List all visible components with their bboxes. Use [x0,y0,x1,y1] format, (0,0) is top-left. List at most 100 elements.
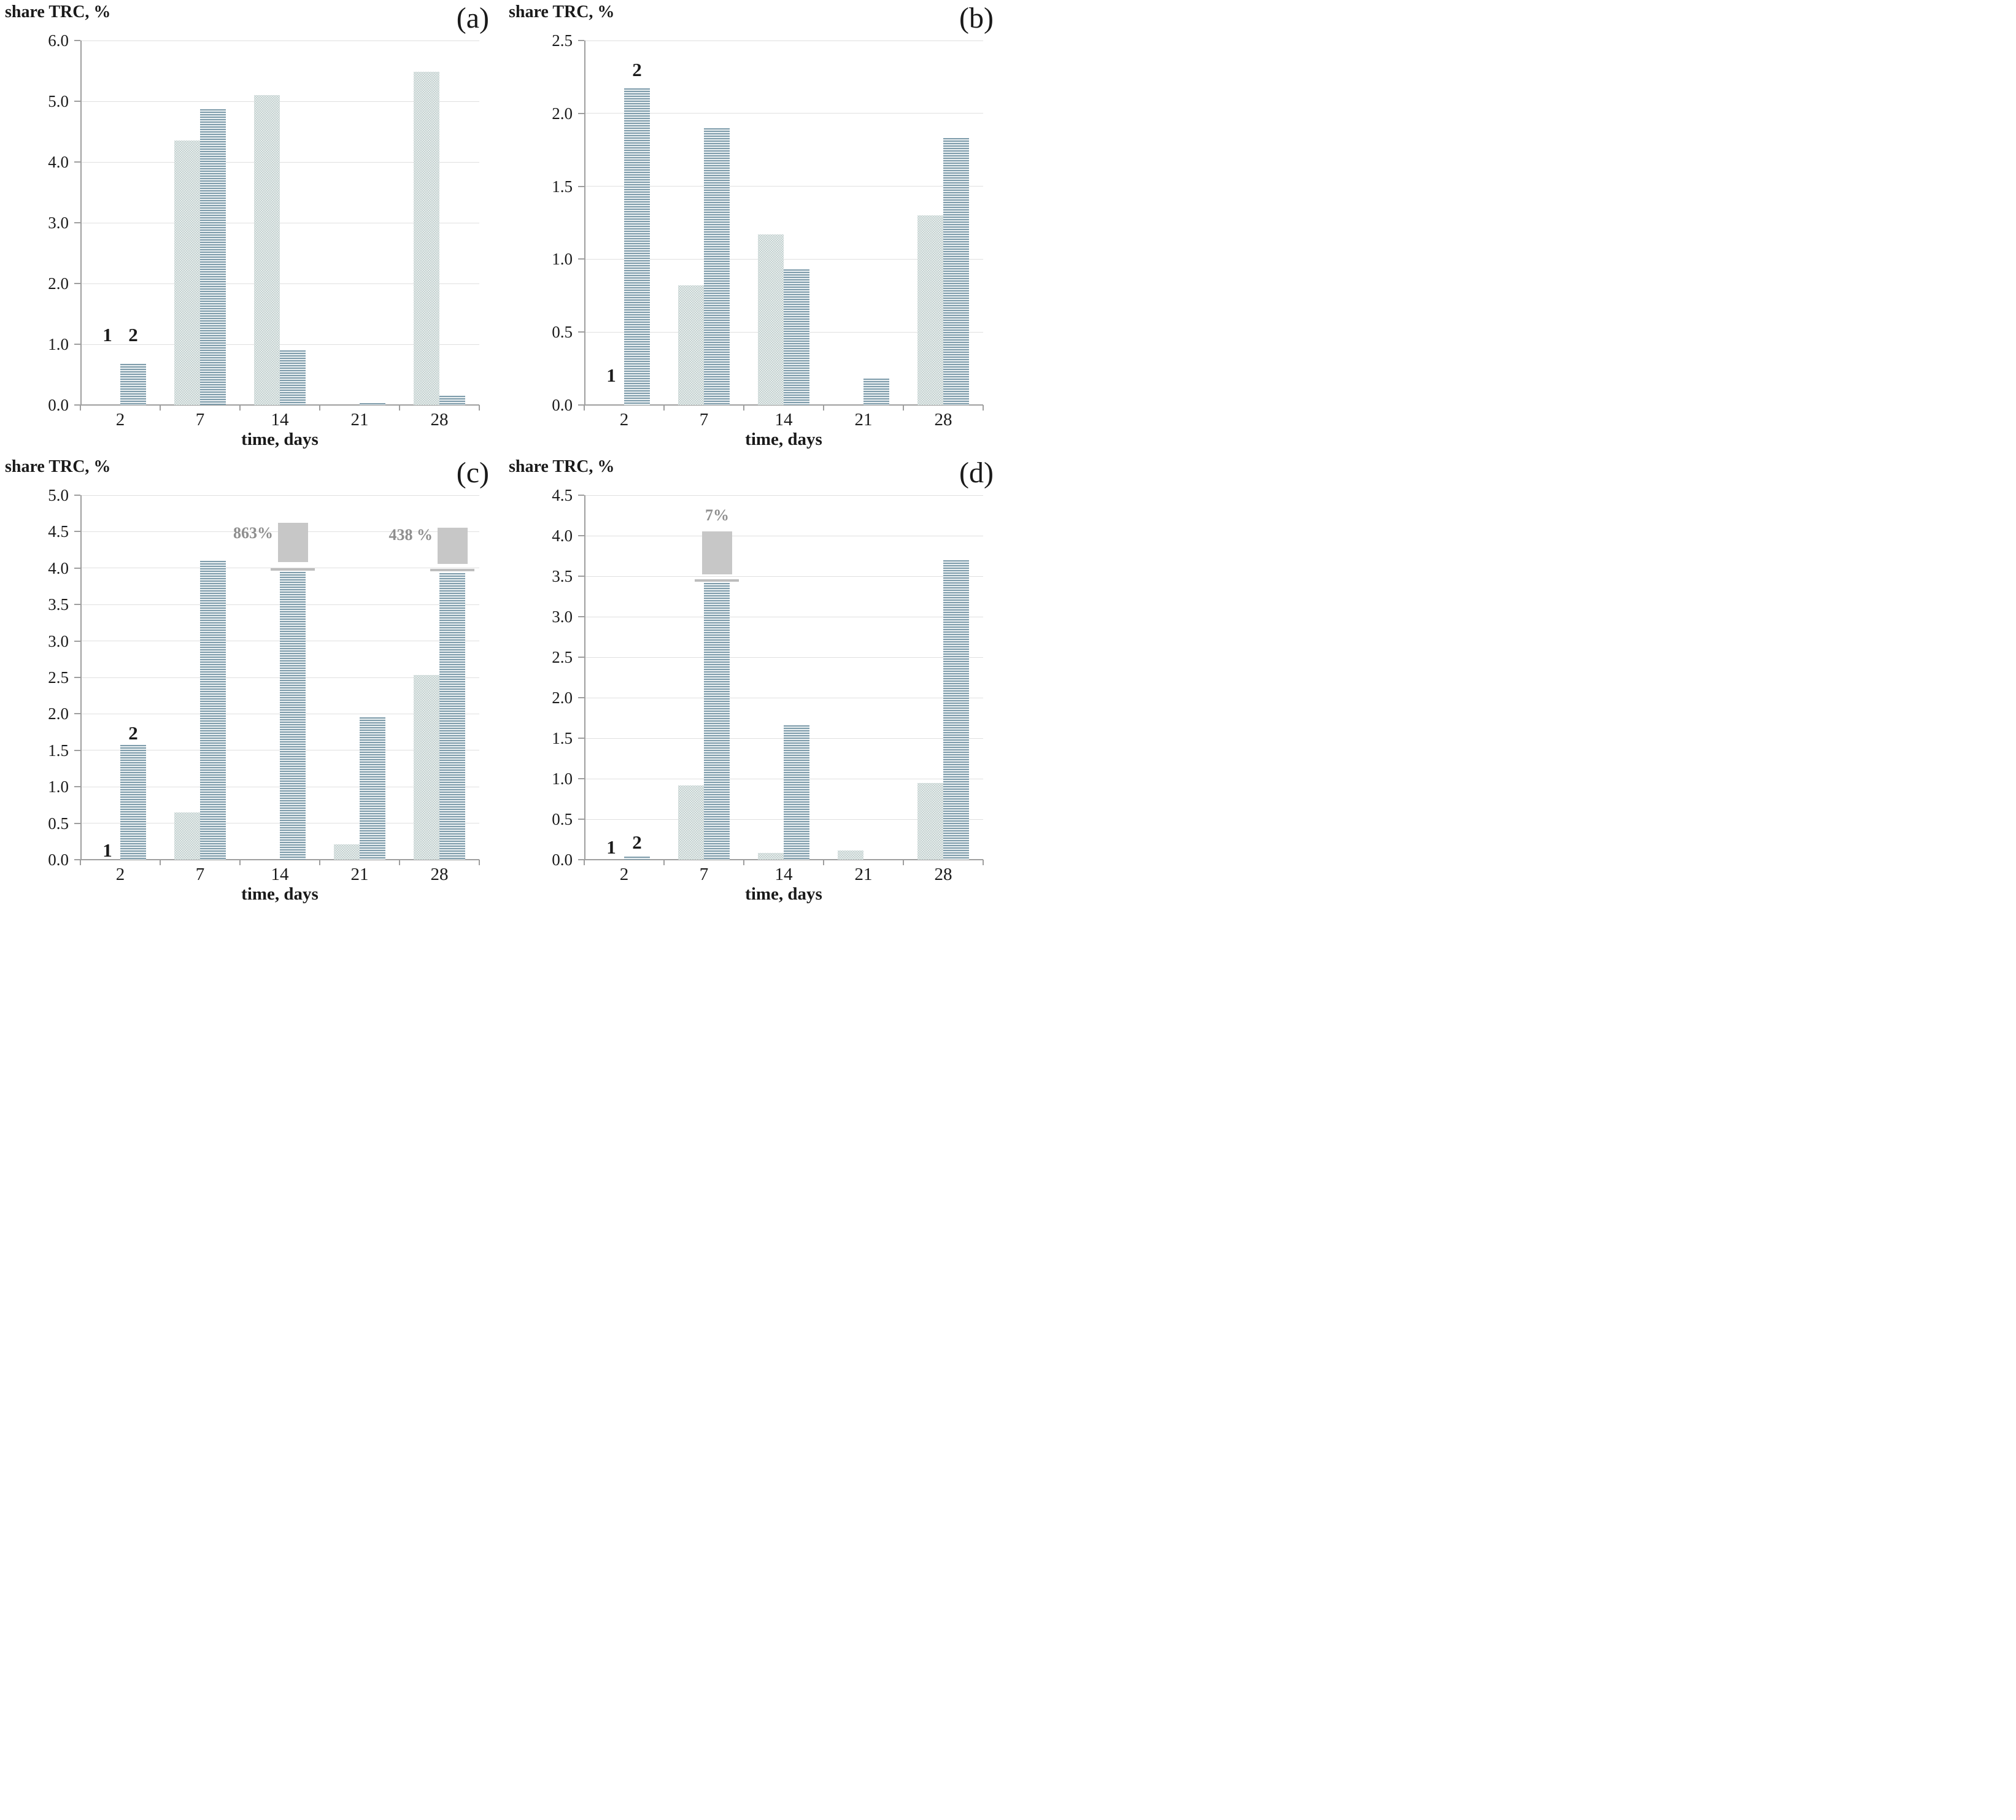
series-number-label: 2 [128,324,138,346]
x-tick-label: 2 [115,865,125,884]
y-tick-label: 4.0 [48,153,69,171]
bar-day28-series2 [439,396,465,405]
y-tick-label: 0.0 [48,396,69,414]
y-tick-label: 0.5 [552,810,573,828]
x-boundary-tick [584,860,585,865]
offscale-cap [438,528,468,564]
gridline [80,344,479,345]
panel-letter-a: (a) [456,2,489,34]
y-tick-mark [74,786,80,788]
y-axis-line [584,495,585,860]
bar-day28-series1 [917,782,943,860]
y-axis-title: share TRC, % [509,457,615,476]
panel-c: share TRC, % (c) 863% 438 % 1 2 2 7 14 21 28 ti… [0,455,504,910]
y-tick-mark [578,185,584,187]
series-number-label: 2 [632,58,642,80]
y-tick-label: 1.0 [552,769,573,788]
x-boundary-tick [80,860,81,865]
y-tick-label: 2.5 [552,648,573,666]
y-tick-label: 4.5 [552,486,573,504]
series-number-label: 1 [606,836,616,858]
y-tick-label: 2.0 [48,704,69,723]
gridline [584,657,983,658]
bar-day7-series2 [200,560,226,860]
y-tick-mark [578,495,584,496]
x-tick-label: 7 [195,410,205,430]
y-tick-label: 1.5 [48,741,69,760]
x-boundary-tick [903,860,904,865]
y-tick-label: 5.0 [48,486,69,504]
bar-day28-series1 [414,675,439,860]
y-tick-label: 4.0 [552,526,573,545]
offscale-cap [278,523,308,563]
y-tick-label: 1.0 [552,250,573,269]
x-axis-title: time, days [241,430,319,449]
x-boundary-tick [903,405,904,411]
bar-day7-series2 [200,109,226,405]
x-boundary-tick [399,860,400,865]
bar-day21-series2 [360,717,385,860]
gridline [80,40,479,41]
y-tick-mark [74,640,80,642]
x-boundary-tick [663,860,665,865]
y-tick-label: 5.0 [48,92,69,110]
y-tick-mark [578,40,584,41]
panel-letter-b: (b) [959,2,994,34]
offscale-value-label: 7% [705,506,729,524]
x-boundary-tick [479,405,480,411]
x-tick-label: 14 [271,865,289,884]
x-tick-label: 14 [774,410,793,430]
y-tick-mark [578,258,584,260]
y-tick-mark [74,713,80,715]
y-tick-mark [74,567,80,569]
gridline [584,576,983,577]
y-tick-mark [74,404,80,406]
y-tick-label: 1.5 [552,177,573,196]
x-tick-label: 7 [699,410,709,430]
y-tick-label: 1.0 [48,335,69,353]
y-tick-mark [74,677,80,678]
y-tick-mark [74,822,80,824]
plot-area: 863% 438 % 1 2 [80,495,479,860]
bar-day14-series1 [758,853,784,860]
y-tick-mark [74,749,80,751]
x-tick-label: 28 [430,410,449,430]
gridline [80,101,479,102]
bar-day28-series2 [439,573,465,860]
x-tick-labels: 2 7 14 21 28 [584,865,983,884]
bar-day7-series2 [704,582,730,860]
x-tick-label: 2 [619,865,629,884]
bar-day28-series1 [917,215,943,405]
y-tick-label: 1.0 [48,777,69,796]
x-boundary-tick [823,860,824,865]
x-boundary-tick [239,405,241,411]
x-tick-label: 21 [854,410,873,430]
y-tick-label: 0.5 [552,323,573,342]
y-tick-mark [74,161,80,163]
bar-day14-series2 [280,350,306,405]
y-tick-mark [578,331,584,333]
bar-day7-series2 [704,128,730,405]
y-tick-label: 0.5 [48,814,69,833]
bar-day14-series2 [280,571,306,860]
y-tick-mark [74,40,80,41]
x-boundary-tick [983,860,984,865]
axis-break-line [271,568,315,571]
x-boundary-tick [399,405,400,411]
series-number-label: 2 [632,831,642,854]
x-axis-line [584,859,983,860]
series-number-label: 2 [128,722,138,744]
x-axis-line [584,404,983,406]
y-tick-mark [74,604,80,606]
bar-day2-series2 [624,856,650,860]
x-boundary-tick [80,405,81,411]
axis-break-line [695,579,739,582]
x-tick-label: 28 [934,410,952,430]
bar-day14-series1 [254,95,280,405]
plot-area: 7% 1 2 [584,495,983,860]
y-tick-label: 3.0 [48,214,69,232]
y-tick-label: 3.5 [552,567,573,585]
x-axis-title: time, days [241,884,319,904]
